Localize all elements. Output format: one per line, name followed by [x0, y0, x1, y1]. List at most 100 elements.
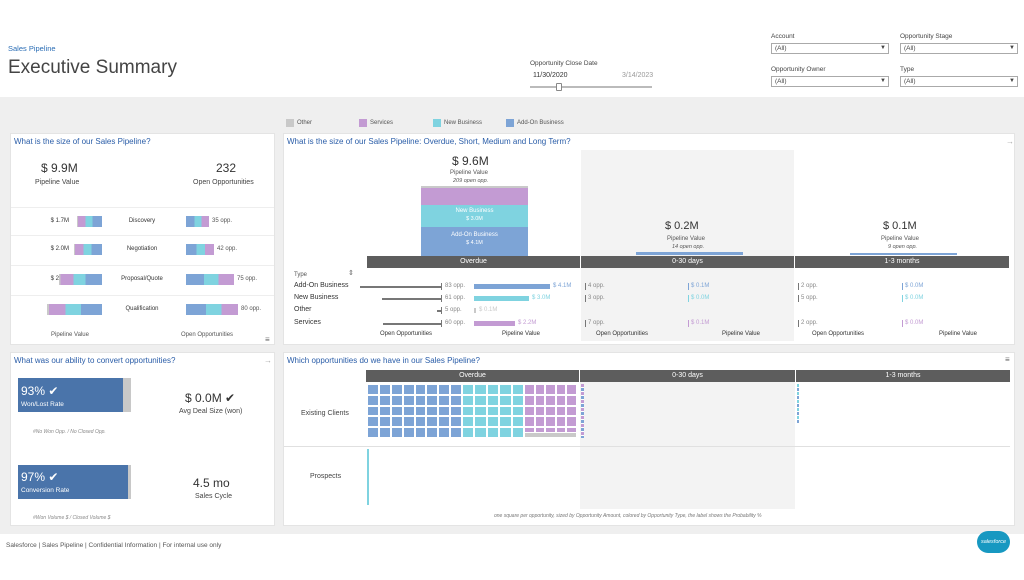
opportunity-square[interactable] — [438, 384, 451, 395]
opportunity-square[interactable] — [534, 405, 546, 417]
opportunity-square[interactable] — [390, 427, 403, 438]
term-row-value-bar[interactable] — [474, 296, 529, 301]
stage-opp-bar[interactable] — [186, 244, 214, 255]
opportunity-square[interactable] — [390, 405, 403, 417]
stage-value-bar[interactable] — [59, 274, 102, 285]
opportunity-square[interactable] — [462, 384, 475, 395]
breadcrumb[interactable]: Sales Pipeline — [8, 44, 56, 53]
opportunity-square[interactable] — [474, 416, 487, 428]
term-row-value-bar[interactable] — [474, 284, 550, 289]
opportunity-square[interactable] — [414, 427, 427, 438]
opportunity-square[interactable] — [555, 394, 567, 406]
opportunity-square[interactable] — [450, 394, 462, 406]
opportunity-square[interactable] — [390, 416, 403, 428]
opportunity-square[interactable] — [486, 384, 500, 395]
opportunity-square[interactable] — [486, 427, 500, 438]
opportunity-square[interactable] — [378, 384, 391, 395]
date-filter-start[interactable]: 11/30/2020 — [533, 72, 568, 79]
term-row-opp-line[interactable] — [437, 310, 442, 312]
opportunity-square[interactable] — [511, 394, 524, 406]
opportunity-square[interactable] — [402, 405, 415, 417]
opportunity-square[interactable] — [566, 405, 577, 417]
opportunity-square[interactable] — [555, 405, 567, 417]
date-filter-end[interactable]: 3/14/2023 — [622, 72, 654, 79]
opportunity-square[interactable] — [390, 394, 403, 406]
opportunity-square[interactable] — [414, 394, 427, 406]
opportunity-square[interactable] — [426, 427, 439, 438]
opportunity-square[interactable] — [499, 416, 512, 428]
opportunity-square[interactable] — [462, 416, 475, 428]
opportunity-square[interactable] — [545, 405, 556, 417]
menu-icon[interactable]: ≡ — [1005, 355, 1010, 364]
opportunity-square[interactable] — [450, 416, 462, 428]
opportunity-square[interactable] — [426, 394, 439, 406]
filter-type-select[interactable]: (All) ▼ — [900, 76, 1018, 87]
term-row-value-bar[interactable] — [474, 308, 476, 313]
stage-value-bar[interactable] — [77, 216, 102, 227]
stage-value-bar[interactable] — [47, 304, 102, 315]
opportunity-square[interactable] — [474, 405, 487, 417]
filter-owner-select[interactable]: (All) ▼ — [771, 76, 889, 87]
treemap-prospects-overdue[interactable] — [367, 449, 369, 505]
opportunity-square[interactable] — [367, 405, 379, 417]
opportunity-square[interactable] — [524, 405, 535, 417]
opportunity-square[interactable] — [534, 394, 546, 406]
opportunity-square[interactable] — [555, 384, 567, 395]
opportunity-square[interactable] — [438, 394, 451, 406]
opportunity-square[interactable] — [462, 394, 475, 406]
opportunity-square[interactable] — [378, 427, 391, 438]
opportunity-square[interactable] — [414, 416, 427, 428]
opportunity-square[interactable] — [555, 416, 567, 428]
opportunity-square-other[interactable] — [524, 432, 577, 438]
salesforce-logo[interactable]: salesforce — [977, 531, 1010, 553]
opportunity-square[interactable] — [367, 384, 379, 395]
opportunity-square[interactable] — [367, 416, 379, 428]
opportunity-square[interactable] — [545, 394, 556, 406]
opportunity-square[interactable] — [378, 405, 391, 417]
opportunity-square[interactable] — [402, 394, 415, 406]
date-slider-track[interactable] — [530, 86, 652, 88]
opportunity-square[interactable] — [534, 384, 546, 395]
opportunity-square[interactable] — [402, 427, 415, 438]
opportunity-square[interactable] — [390, 384, 403, 395]
opportunity-square[interactable] — [511, 416, 524, 428]
opportunity-square[interactable] — [367, 394, 379, 406]
opportunity-square[interactable] — [462, 405, 475, 417]
treemap-existing-13months[interactable] — [797, 384, 799, 424]
opportunity-square[interactable] — [524, 384, 535, 395]
stage-opp-bar[interactable] — [186, 274, 234, 285]
opportunity-square[interactable] — [524, 416, 535, 428]
opportunity-square[interactable] — [426, 405, 439, 417]
opportunity-square[interactable] — [545, 416, 556, 428]
opportunity-square[interactable] — [524, 394, 535, 406]
filter-stage-select[interactable]: (All) ▼ — [900, 43, 1018, 54]
opportunity-square[interactable] — [566, 394, 577, 406]
opportunity-square[interactable] — [438, 405, 451, 417]
term-row-value-bar[interactable] — [474, 321, 515, 326]
opportunity-square[interactable] — [499, 405, 512, 417]
opportunity-square[interactable] — [378, 416, 391, 428]
opportunity-square[interactable] — [378, 394, 391, 406]
opportunity-square[interactable] — [566, 384, 577, 395]
stage-value-bar[interactable] — [74, 244, 102, 255]
opportunity-square[interactable] — [450, 384, 462, 395]
arrow-icon[interactable]: → — [1006, 137, 1014, 146]
opportunity-square[interactable] — [438, 427, 451, 438]
menu-icon[interactable]: ≡ — [265, 335, 270, 344]
opportunity-square[interactable] — [474, 394, 487, 406]
date-slider-handle[interactable] — [556, 83, 562, 91]
opportunity-square[interactable] — [414, 405, 427, 417]
opportunity-square[interactable] — [545, 384, 556, 395]
opportunity-square[interactable] — [566, 416, 577, 428]
arrow-icon[interactable]: → — [264, 356, 272, 365]
opportunity-square[interactable] — [438, 416, 451, 428]
opportunity-square[interactable] — [511, 405, 524, 417]
opportunity-square[interactable] — [402, 384, 415, 395]
opportunity-square[interactable] — [511, 384, 524, 395]
opportunity-square[interactable] — [499, 394, 512, 406]
treemap-existing-30days[interactable] — [581, 384, 584, 438]
opportunity-square[interactable] — [414, 384, 427, 395]
opportunity-square[interactable] — [486, 405, 500, 417]
opportunity-square[interactable] — [426, 384, 439, 395]
opportunity-square[interactable] — [486, 394, 500, 406]
